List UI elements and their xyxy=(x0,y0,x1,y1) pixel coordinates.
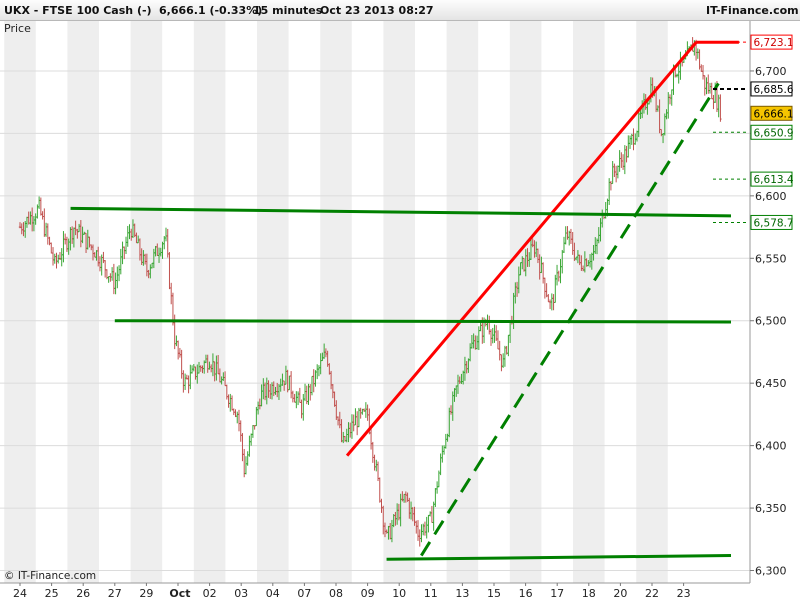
day-band xyxy=(636,21,668,583)
x-tick-label: 02 xyxy=(203,587,217,600)
x-tick-label: 29 xyxy=(139,587,153,600)
green-dashed-trendline xyxy=(420,82,720,557)
y-tick-label: 6,300 xyxy=(755,565,787,578)
green-solid-trendline xyxy=(70,206,732,218)
price-bars xyxy=(18,37,722,547)
price-label-box xyxy=(750,34,793,50)
day-band xyxy=(193,21,226,583)
x-tick-label: 09 xyxy=(361,587,375,600)
y-tick-label: 6,450 xyxy=(755,377,787,390)
y-tick-label: 6,700 xyxy=(755,65,787,78)
price-label-box xyxy=(750,81,793,97)
green-solid-trendline xyxy=(114,319,732,324)
chart-header: UKX - FTSE 100 Cash (-) 6,666.1 (-0.33%)… xyxy=(0,0,800,21)
x-tick-label: 22 xyxy=(645,587,659,600)
copyright-label: © IT-Finance.com xyxy=(4,570,96,582)
x-tick-label: 10 xyxy=(392,587,406,600)
x-tick-label: 26 xyxy=(76,587,90,600)
y-tick-label: 6,350 xyxy=(755,502,787,515)
price-label: 6,613.4 xyxy=(754,174,794,186)
datetime-label: Oct 23 2013 08:27 xyxy=(320,4,434,17)
price-label: 6,685.6 xyxy=(754,84,794,96)
x-tick-label: 20 xyxy=(613,587,627,600)
x-tick-label: 08 xyxy=(329,587,343,600)
day-band xyxy=(67,21,99,583)
x-tick-label: 03 xyxy=(234,587,248,600)
x-tick-label: 27 xyxy=(108,587,122,600)
price-label: 6,578.7 xyxy=(754,217,794,229)
price-label: 6,666.1 xyxy=(754,108,794,120)
symbol-title: UKX - FTSE 100 Cash (-) xyxy=(4,4,152,17)
day-band xyxy=(383,21,415,583)
x-tick-label: 11 xyxy=(424,587,438,600)
x-tick-label: 15 xyxy=(487,587,501,600)
x-tick-label: 25 xyxy=(45,587,59,600)
day-band xyxy=(446,21,479,583)
price-label: 6,723.1 xyxy=(754,37,794,49)
brand-label: IT-Finance.com xyxy=(706,4,799,17)
x-tick-label: 13 xyxy=(455,587,469,600)
price-label-box xyxy=(750,171,793,187)
x-tick-label: 24 xyxy=(13,587,27,600)
y-tick-label: 6,550 xyxy=(755,252,787,265)
interval-label: 15 minutes xyxy=(253,4,323,17)
x-tick-label: Oct xyxy=(169,587,190,600)
y-tick-label: 6,400 xyxy=(755,440,787,453)
day-band xyxy=(257,21,289,583)
price-label-box xyxy=(750,214,793,230)
x-tick-label: 18 xyxy=(582,587,596,600)
day-band xyxy=(320,21,352,583)
x-tick-label: 04 xyxy=(266,587,280,600)
day-band xyxy=(573,21,605,583)
x-tick-label: 23 xyxy=(677,587,691,600)
day-band xyxy=(130,21,163,583)
price-label-box xyxy=(750,124,793,140)
y-tick-label: 6,500 xyxy=(755,315,787,328)
day-band xyxy=(4,21,36,583)
x-tick-label: 16 xyxy=(519,587,533,600)
x-tick-label: 17 xyxy=(550,587,564,600)
red-solid-trendline xyxy=(345,41,698,457)
y-tick-label: 6,600 xyxy=(755,190,787,203)
last-quote: 6,666.1 (-0.33%) xyxy=(159,4,263,17)
green-solid-trendline xyxy=(386,554,732,561)
price-label-box xyxy=(750,105,793,121)
panel-label: Price xyxy=(4,22,31,35)
x-tick-label: 07 xyxy=(297,587,311,600)
day-band xyxy=(509,21,542,583)
price-label: 6,650.9 xyxy=(754,127,794,139)
